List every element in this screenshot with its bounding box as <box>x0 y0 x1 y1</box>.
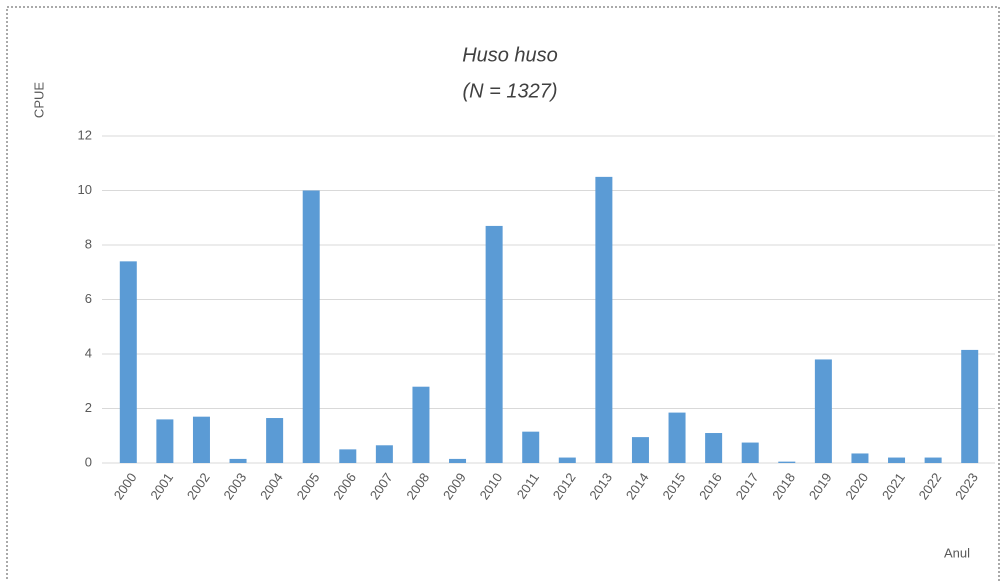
x-tick-label: 2004 <box>257 470 286 502</box>
x-tick-label: 2006 <box>330 470 359 502</box>
bar <box>339 449 357 463</box>
frame <box>6 6 1000 581</box>
bar <box>119 261 137 463</box>
bar <box>522 431 540 463</box>
y-tick-label: 8 <box>85 236 92 251</box>
y-tick-label: 2 <box>85 400 92 415</box>
bar <box>888 457 906 463</box>
x-tick-label: 2011 <box>514 470 542 502</box>
x-tick-label: 2000 <box>111 470 140 502</box>
x-tick-label: 2009 <box>440 470 469 502</box>
x-tick-label: 2018 <box>769 470 798 502</box>
bar <box>485 225 503 463</box>
bar <box>192 416 210 463</box>
bar <box>156 419 174 463</box>
bar <box>961 349 979 463</box>
bar <box>266 418 284 463</box>
x-tick-label: 2014 <box>623 470 652 502</box>
bar <box>449 458 467 463</box>
x-tick-label: 2003 <box>220 470 249 502</box>
y-tick-label: 12 <box>78 127 92 142</box>
chart-subtitle: (N = 1327) <box>462 80 557 102</box>
bar <box>631 437 649 463</box>
bar <box>558 457 576 463</box>
x-tick-label: 2012 <box>550 470 579 502</box>
bar <box>851 453 869 463</box>
x-tick-label: 2008 <box>403 470 432 502</box>
x-tick-label: 2015 <box>659 470 688 502</box>
x-tick-label: 2016 <box>696 470 725 502</box>
bar <box>302 190 320 463</box>
y-tick-label: 10 <box>78 182 92 197</box>
x-tick-label: 2007 <box>367 470 396 502</box>
x-tick-label: 2023 <box>952 470 981 502</box>
bar <box>814 359 832 463</box>
x-tick-label: 2021 <box>879 470 908 502</box>
x-tick-label: 2020 <box>842 470 871 502</box>
y-tick-label: 4 <box>85 345 92 360</box>
bar <box>375 445 393 463</box>
y-tick-label: 6 <box>85 291 92 306</box>
x-tick-label: 2005 <box>294 470 323 502</box>
x-tick-label: 2017 <box>733 470 762 502</box>
bar <box>668 412 686 463</box>
bar <box>705 433 723 463</box>
bar <box>778 461 796 463</box>
y-tick-label: 0 <box>85 454 92 469</box>
x-tick-label: 2001 <box>147 470 176 502</box>
bar <box>412 386 430 463</box>
y-axis-label: CPUE <box>31 82 46 118</box>
bar <box>741 442 759 463</box>
x-tick-label: 2002 <box>184 470 213 502</box>
bar <box>924 457 942 463</box>
bar <box>595 176 613 463</box>
x-tick-label: 2013 <box>586 470 615 502</box>
chart-title: Huso huso <box>462 44 558 66</box>
bar <box>229 458 247 463</box>
x-tick-label: 2010 <box>477 470 506 502</box>
x-axis-label: Anul <box>944 545 970 560</box>
x-tick-label: 2019 <box>806 470 835 502</box>
x-tick-label: 2022 <box>916 470 945 502</box>
